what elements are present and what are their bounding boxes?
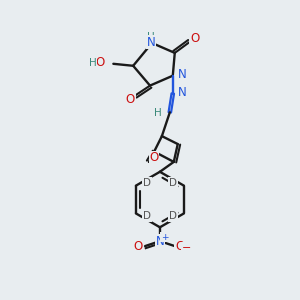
Text: D: D	[143, 212, 151, 221]
Text: +: +	[161, 233, 169, 242]
Text: D: D	[169, 178, 177, 188]
Text: O: O	[175, 240, 184, 253]
Text: −: −	[182, 243, 191, 253]
Text: H: H	[154, 108, 162, 118]
Text: H: H	[89, 58, 96, 68]
Text: N: N	[147, 35, 155, 49]
Text: O: O	[96, 56, 105, 69]
Text: H: H	[147, 32, 155, 42]
Text: O: O	[134, 240, 143, 253]
Text: O: O	[126, 93, 135, 106]
Text: N: N	[178, 68, 187, 81]
Text: O: O	[190, 32, 199, 44]
Text: D: D	[143, 178, 151, 188]
Text: N: N	[155, 235, 164, 248]
Text: N: N	[178, 86, 187, 99]
Text: O: O	[149, 152, 159, 164]
Text: D: D	[169, 212, 177, 221]
